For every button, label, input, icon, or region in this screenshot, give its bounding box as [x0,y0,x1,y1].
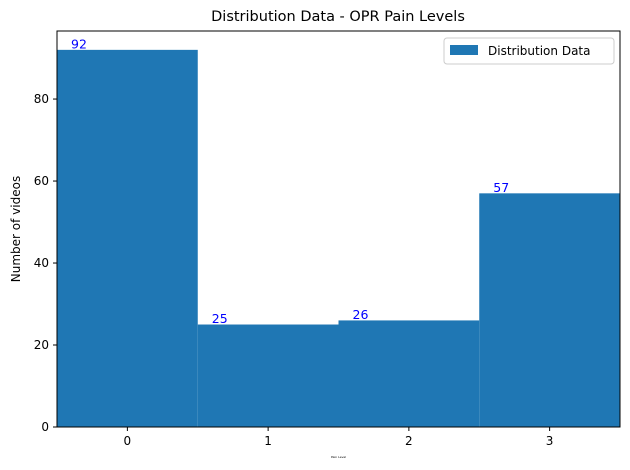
y-tick-label: 40 [34,256,49,270]
legend-label: Distribution Data [488,44,590,58]
y-tick-label: 20 [34,338,49,352]
x-tick-label: 2 [405,434,413,448]
bar-0 [57,49,198,427]
legend-box [443,37,615,65]
bar-2 [338,320,480,427]
bar-3 [479,193,620,427]
x-tick-label: 3 [546,434,554,448]
y-tick-label: 80 [34,92,49,106]
y-axis-label: Number of videos [9,176,23,282]
data-label-3: 57 [493,180,509,195]
data-labels-layer: 92 25 26 57 [71,36,509,326]
bars-layer [57,49,620,427]
x-tick-label: 0 [124,434,132,448]
y-tick-label: 0 [41,420,49,434]
data-label-0: 92 [71,36,87,51]
data-label-1: 25 [212,311,228,326]
bar-1 [197,324,339,427]
legend: Distribution Data [443,37,615,65]
x-tick-label: 1 [264,434,272,448]
x-axis-label: Pain Level [331,455,346,459]
legend-swatch [450,45,478,55]
plot-frame [56,30,621,428]
y-tick-label: 60 [34,174,49,188]
x-axis: 0 1 2 3 [124,427,554,448]
y-axis: 0 20 40 60 80 [34,92,57,434]
chart-title: Distribution Data - OPR Pain Levels [211,9,465,25]
data-label-2: 26 [353,307,369,322]
